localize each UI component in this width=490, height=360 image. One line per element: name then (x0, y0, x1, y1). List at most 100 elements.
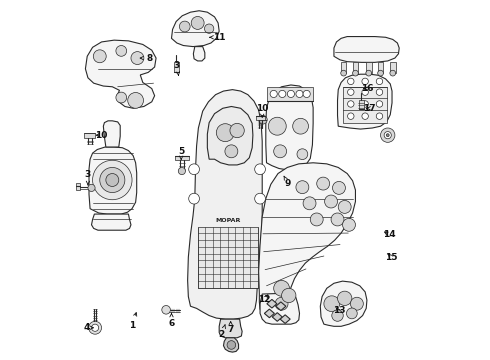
Polygon shape (266, 85, 313, 170)
Circle shape (93, 160, 132, 200)
Circle shape (225, 145, 238, 158)
Circle shape (282, 288, 296, 303)
Circle shape (116, 92, 126, 103)
Bar (390, 62, 395, 73)
Text: 3: 3 (85, 170, 91, 185)
Circle shape (362, 78, 368, 85)
Circle shape (296, 181, 309, 194)
Circle shape (347, 101, 354, 107)
Circle shape (347, 113, 354, 120)
Circle shape (362, 89, 368, 95)
Polygon shape (207, 107, 253, 165)
Circle shape (310, 213, 323, 226)
Bar (174, 62, 179, 72)
Polygon shape (260, 293, 299, 324)
Circle shape (376, 89, 383, 95)
Circle shape (350, 297, 364, 310)
Circle shape (259, 116, 267, 124)
Bar (366, 62, 371, 73)
Circle shape (216, 124, 234, 141)
Circle shape (362, 101, 368, 107)
Circle shape (88, 184, 95, 192)
Polygon shape (172, 11, 219, 46)
Circle shape (293, 118, 309, 134)
Circle shape (346, 308, 357, 319)
Circle shape (89, 321, 101, 334)
Circle shape (381, 128, 395, 142)
Circle shape (287, 90, 294, 98)
Text: 15: 15 (385, 253, 397, 262)
Bar (76, 183, 80, 190)
Circle shape (116, 45, 126, 56)
Polygon shape (85, 40, 156, 108)
Circle shape (376, 78, 383, 85)
Circle shape (255, 164, 266, 175)
Polygon shape (338, 74, 392, 129)
Circle shape (331, 213, 344, 226)
Bar (378, 62, 383, 73)
Text: 8: 8 (140, 54, 153, 63)
Text: MOPAR: MOPAR (215, 218, 241, 223)
Bar (359, 100, 364, 109)
Circle shape (179, 21, 190, 32)
Polygon shape (272, 313, 282, 321)
Polygon shape (103, 121, 120, 147)
Circle shape (270, 90, 277, 98)
Circle shape (162, 306, 171, 314)
Polygon shape (259, 163, 355, 316)
Circle shape (376, 101, 383, 107)
Polygon shape (276, 302, 286, 311)
Circle shape (332, 310, 343, 321)
Circle shape (384, 132, 392, 139)
Circle shape (191, 17, 204, 30)
Circle shape (297, 149, 308, 159)
Circle shape (353, 70, 358, 76)
Circle shape (390, 70, 395, 76)
Circle shape (324, 296, 340, 312)
Circle shape (376, 113, 383, 120)
Bar (197, 227, 258, 288)
Circle shape (92, 324, 98, 331)
Text: 11: 11 (210, 33, 225, 42)
Bar (353, 62, 358, 73)
Circle shape (341, 70, 346, 76)
Bar (175, 156, 189, 160)
Circle shape (343, 219, 355, 231)
Circle shape (131, 51, 144, 64)
Circle shape (189, 193, 199, 204)
Circle shape (204, 24, 214, 33)
Circle shape (366, 70, 371, 76)
Circle shape (275, 297, 288, 310)
Polygon shape (92, 214, 131, 230)
Polygon shape (219, 319, 242, 338)
Circle shape (227, 341, 236, 349)
Polygon shape (194, 46, 205, 61)
Circle shape (347, 89, 354, 95)
Circle shape (362, 113, 368, 120)
Circle shape (279, 90, 286, 98)
Text: 9: 9 (284, 176, 291, 188)
Text: 1: 1 (129, 312, 137, 330)
Bar (341, 62, 346, 73)
Polygon shape (320, 281, 367, 326)
Polygon shape (89, 147, 137, 214)
Circle shape (178, 167, 186, 175)
Circle shape (100, 167, 125, 193)
Circle shape (386, 134, 389, 136)
Circle shape (324, 195, 338, 208)
Bar (84, 134, 95, 138)
Circle shape (189, 164, 199, 175)
Circle shape (106, 174, 119, 186)
Circle shape (378, 70, 383, 76)
Circle shape (255, 193, 266, 204)
Circle shape (230, 123, 245, 138)
Text: 5: 5 (178, 147, 184, 159)
Circle shape (303, 197, 316, 210)
Polygon shape (280, 315, 290, 323)
Text: 3: 3 (174, 61, 180, 75)
Circle shape (274, 280, 290, 296)
Polygon shape (334, 37, 399, 62)
Circle shape (338, 201, 351, 213)
Polygon shape (267, 300, 277, 308)
Text: 16: 16 (361, 84, 373, 93)
